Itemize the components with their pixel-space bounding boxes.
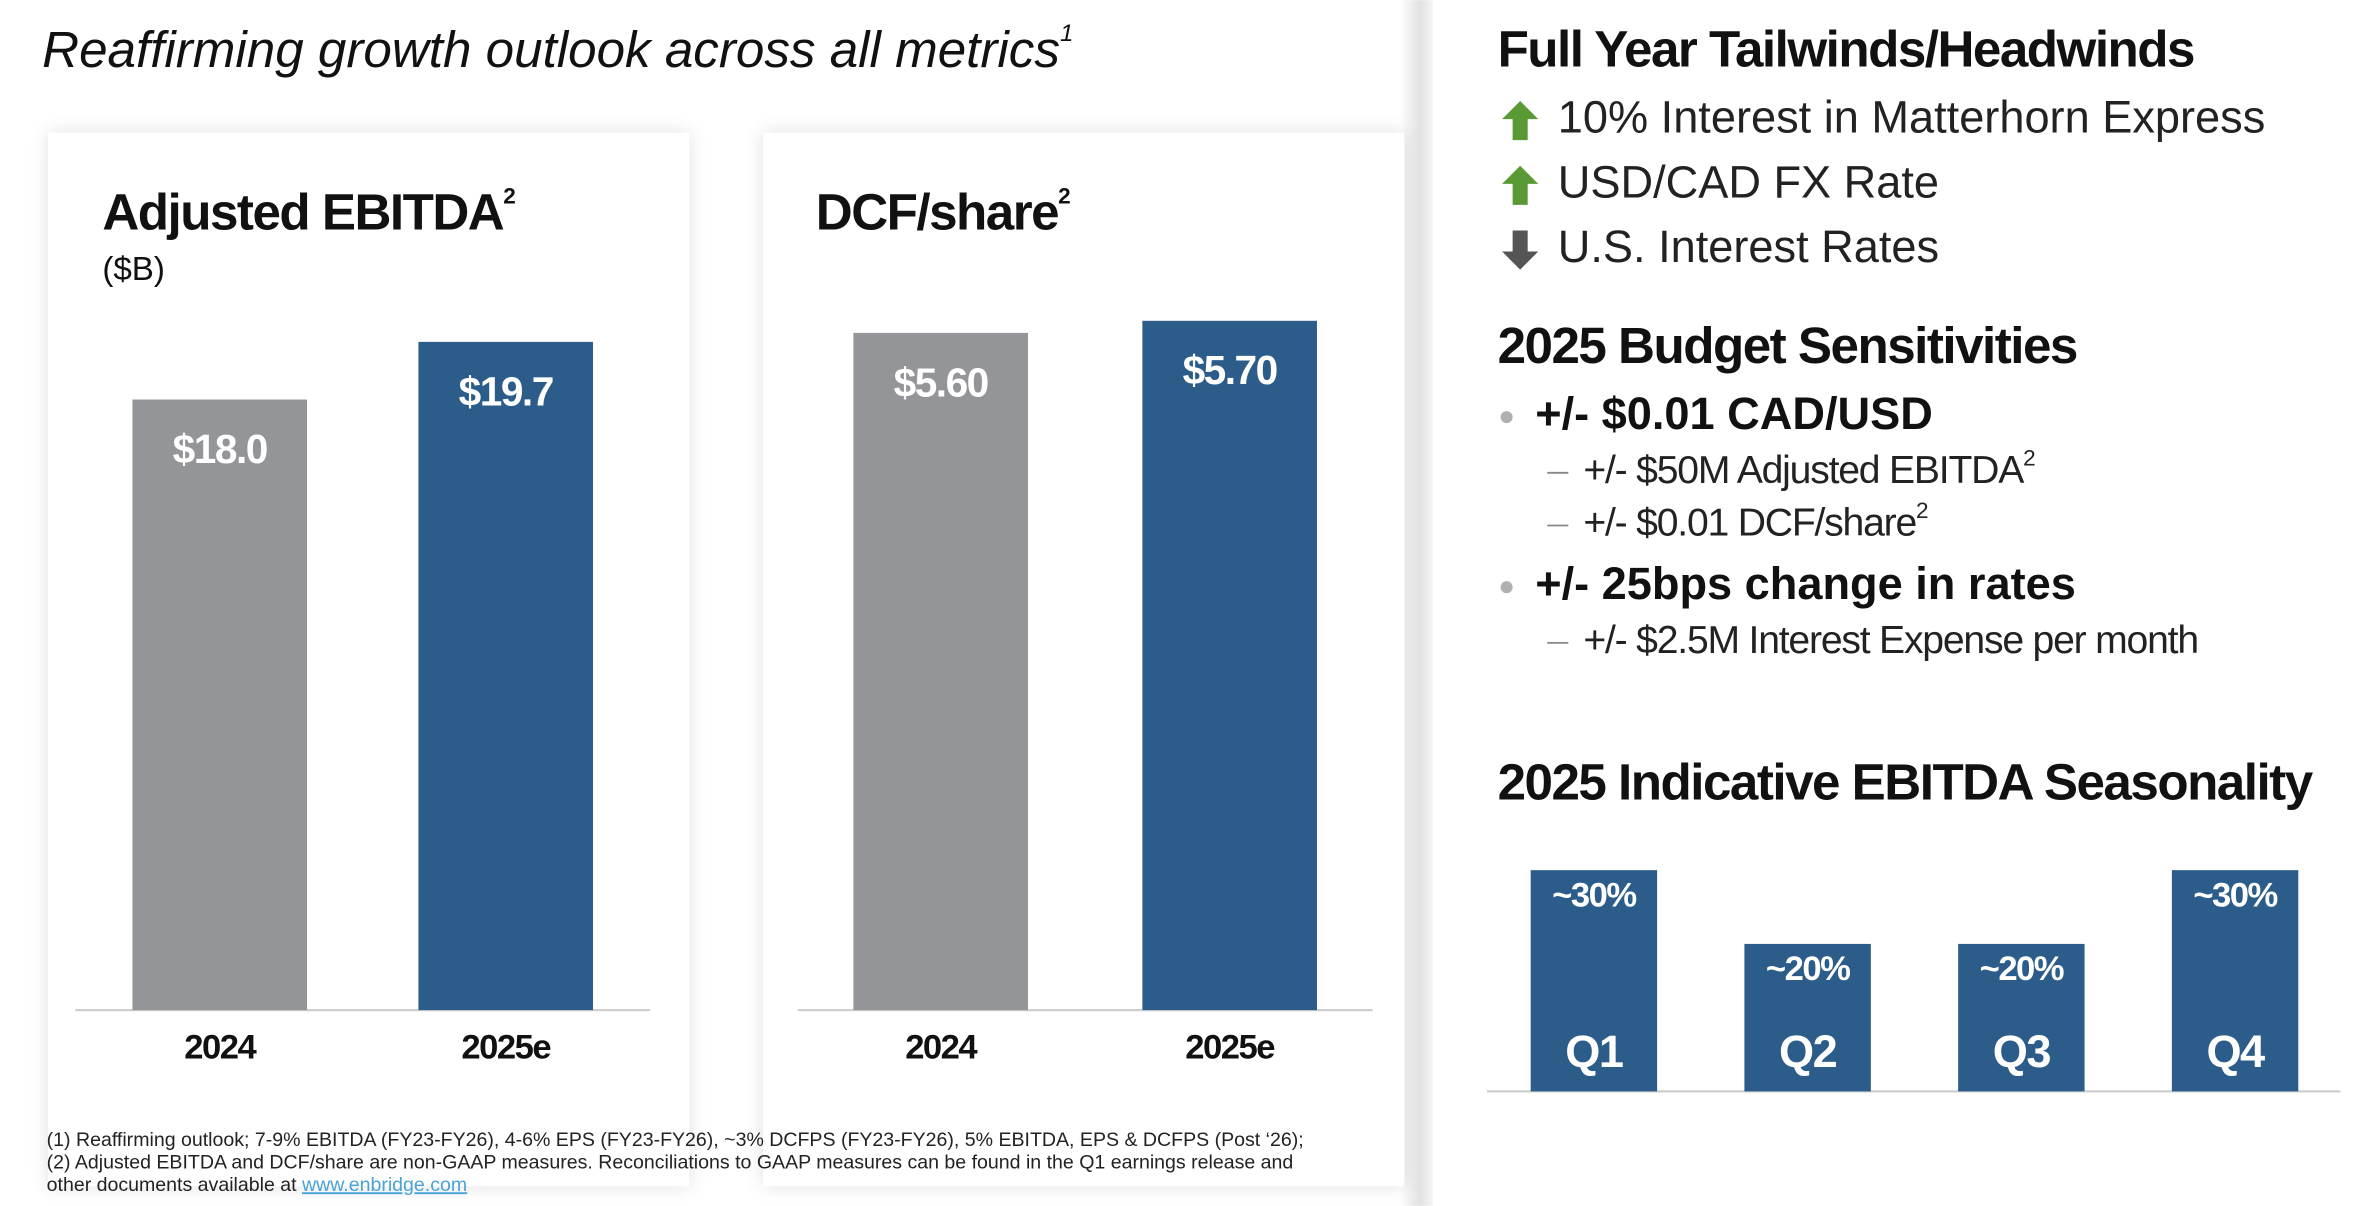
value-label: $18.0 <box>173 426 267 472</box>
slide-title: Reaffirming growth outlook across all me… <box>42 20 1073 77</box>
title-text: Reaffirming growth outlook across all me… <box>42 20 1060 77</box>
category-label: Q4 <box>2206 1026 2265 1077</box>
bullet <box>1500 411 1513 424</box>
category-label: 2025e <box>461 1028 551 1066</box>
bar <box>418 341 594 1011</box>
footnote-link[interactable]: www.enbridge.com <box>301 1174 467 1196</box>
bar <box>1530 870 1658 1092</box>
chart-title-text: DCF/share <box>816 183 1058 240</box>
value-label: $5.70 <box>1183 347 1277 393</box>
arrow-up <box>1502 101 1539 141</box>
category-label: Q3 <box>1993 1026 2051 1077</box>
separator <box>1399 0 1433 1206</box>
bullet <box>1500 581 1513 594</box>
bar <box>1744 943 1871 1092</box>
section-title: 2025 Budget Sensitivities <box>1498 317 2077 374</box>
sensitivity-detail: +/- $2.5M Interest Expense per month <box>1583 619 2198 662</box>
footnote-text: (1) Reaffirming outlook; 7-9% EBITDA (FY… <box>47 1129 1304 1151</box>
category-label: Q2 <box>1779 1026 1837 1077</box>
tailwind-item: U.S. Interest Rates <box>1558 221 1939 272</box>
category-label: 2024 <box>905 1028 978 1066</box>
footnote-ref: 1 <box>1060 20 1073 47</box>
section-title: Full Year Tailwinds/Headwinds <box>1498 20 2194 77</box>
value-label: ~20% <box>1980 950 2064 988</box>
sensitivity-detail: +/- $0.01 DCF/share2 <box>1583 498 1928 545</box>
tailwind-item: USD/CAD FX Rate <box>1558 156 1939 207</box>
value-label: ~20% <box>1766 950 1850 988</box>
section-title: 2025 Indicative EBITDA Seasonality <box>1498 753 2314 810</box>
arrow-up <box>1502 165 1539 205</box>
bar <box>2171 870 2299 1092</box>
sensitivity-detail: +/- $50M Adjusted EBITDA2 <box>1583 445 2035 492</box>
footnote-ref: 2 <box>503 183 515 208</box>
detail-text: +/- $2.5M Interest Expense per month <box>1583 619 2198 662</box>
value-label: $5.60 <box>894 359 988 405</box>
value-label: $19.7 <box>459 368 553 414</box>
chart-title: Adjusted EBITDA2 <box>102 183 515 240</box>
value-label: ~30% <box>1552 876 1636 914</box>
footnotes: (1) Reaffirming outlook; 7-9% EBITDA (FY… <box>47 1129 1304 1196</box>
category-label: Q1 <box>1565 1026 1623 1077</box>
bar <box>1142 320 1317 1011</box>
tailwind-item: 10% Interest in Matterhorn Express <box>1558 92 2266 143</box>
bar <box>853 332 1028 1011</box>
chart-title: DCF/share2 <box>816 183 1070 240</box>
detail-text: +/- $0.01 DCF/share <box>1583 502 1916 545</box>
footnote-text: other documents available at <box>47 1174 302 1196</box>
category-label: 2024 <box>184 1028 257 1066</box>
footnote-ref: 2 <box>1058 183 1070 208</box>
arrow-down <box>1502 230 1539 270</box>
footnote-ref: 2 <box>2023 445 2035 470</box>
value-label: ~30% <box>2193 876 2277 914</box>
footnote-text: (2) Adjusted EBITDA and DCF/share are no… <box>47 1152 1294 1174</box>
footnote-ref: 2 <box>1916 498 1928 523</box>
detail-text: +/- $50M Adjusted EBITDA <box>1583 449 2025 492</box>
footnote: other documents available at www.enbridg… <box>47 1174 468 1196</box>
bar <box>1958 943 2085 1092</box>
sensitivity-item: +/- 25bps change in rates <box>1535 558 2076 609</box>
footnote: (1) Reaffirming outlook; 7-9% EBITDA (FY… <box>47 1129 1304 1151</box>
bar <box>132 399 308 1011</box>
category-label: 2025e <box>1185 1028 1275 1066</box>
sensitivity-item: +/- $0.01 CAD/USD <box>1535 388 1933 439</box>
footnote: (2) Adjusted EBITDA and DCF/share are no… <box>47 1152 1294 1174</box>
chart-title-text: Adjusted EBITDA <box>102 183 503 240</box>
chart-subtitle: ($B) <box>102 251 165 288</box>
